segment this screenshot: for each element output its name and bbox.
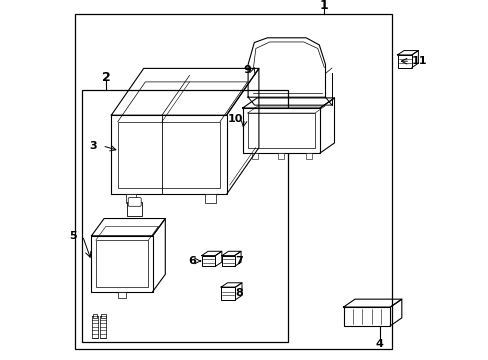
Bar	[125, 194, 136, 203]
Bar	[96, 240, 148, 287]
Text: 7: 7	[235, 256, 243, 266]
Bar	[75, 14, 391, 349]
Text: 10: 10	[227, 114, 242, 124]
Bar	[101, 316, 106, 338]
Text: 5: 5	[69, 231, 77, 241]
Bar	[111, 115, 226, 194]
Bar	[397, 55, 411, 68]
Bar	[118, 122, 220, 188]
Bar	[82, 90, 287, 342]
Text: 2: 2	[102, 71, 110, 84]
FancyBboxPatch shape	[128, 198, 141, 206]
Text: 3: 3	[89, 141, 97, 151]
Text: 11: 11	[411, 56, 427, 66]
Bar	[201, 256, 215, 266]
Bar	[247, 113, 314, 148]
Text: 9: 9	[244, 65, 251, 75]
Bar	[118, 292, 126, 298]
Bar	[204, 194, 215, 203]
Bar	[91, 236, 152, 292]
Bar	[343, 307, 389, 326]
Bar	[222, 256, 234, 266]
Bar	[221, 287, 235, 300]
Bar	[101, 314, 105, 318]
Text: 4: 4	[375, 339, 383, 349]
Bar	[242, 108, 320, 153]
Bar	[92, 316, 98, 338]
Text: 8: 8	[235, 288, 243, 298]
Bar	[305, 153, 311, 159]
Bar	[127, 202, 142, 216]
Bar	[93, 314, 97, 318]
Bar	[277, 153, 284, 159]
Text: 1: 1	[319, 0, 327, 12]
Bar	[251, 153, 258, 159]
Text: 6: 6	[188, 256, 196, 266]
